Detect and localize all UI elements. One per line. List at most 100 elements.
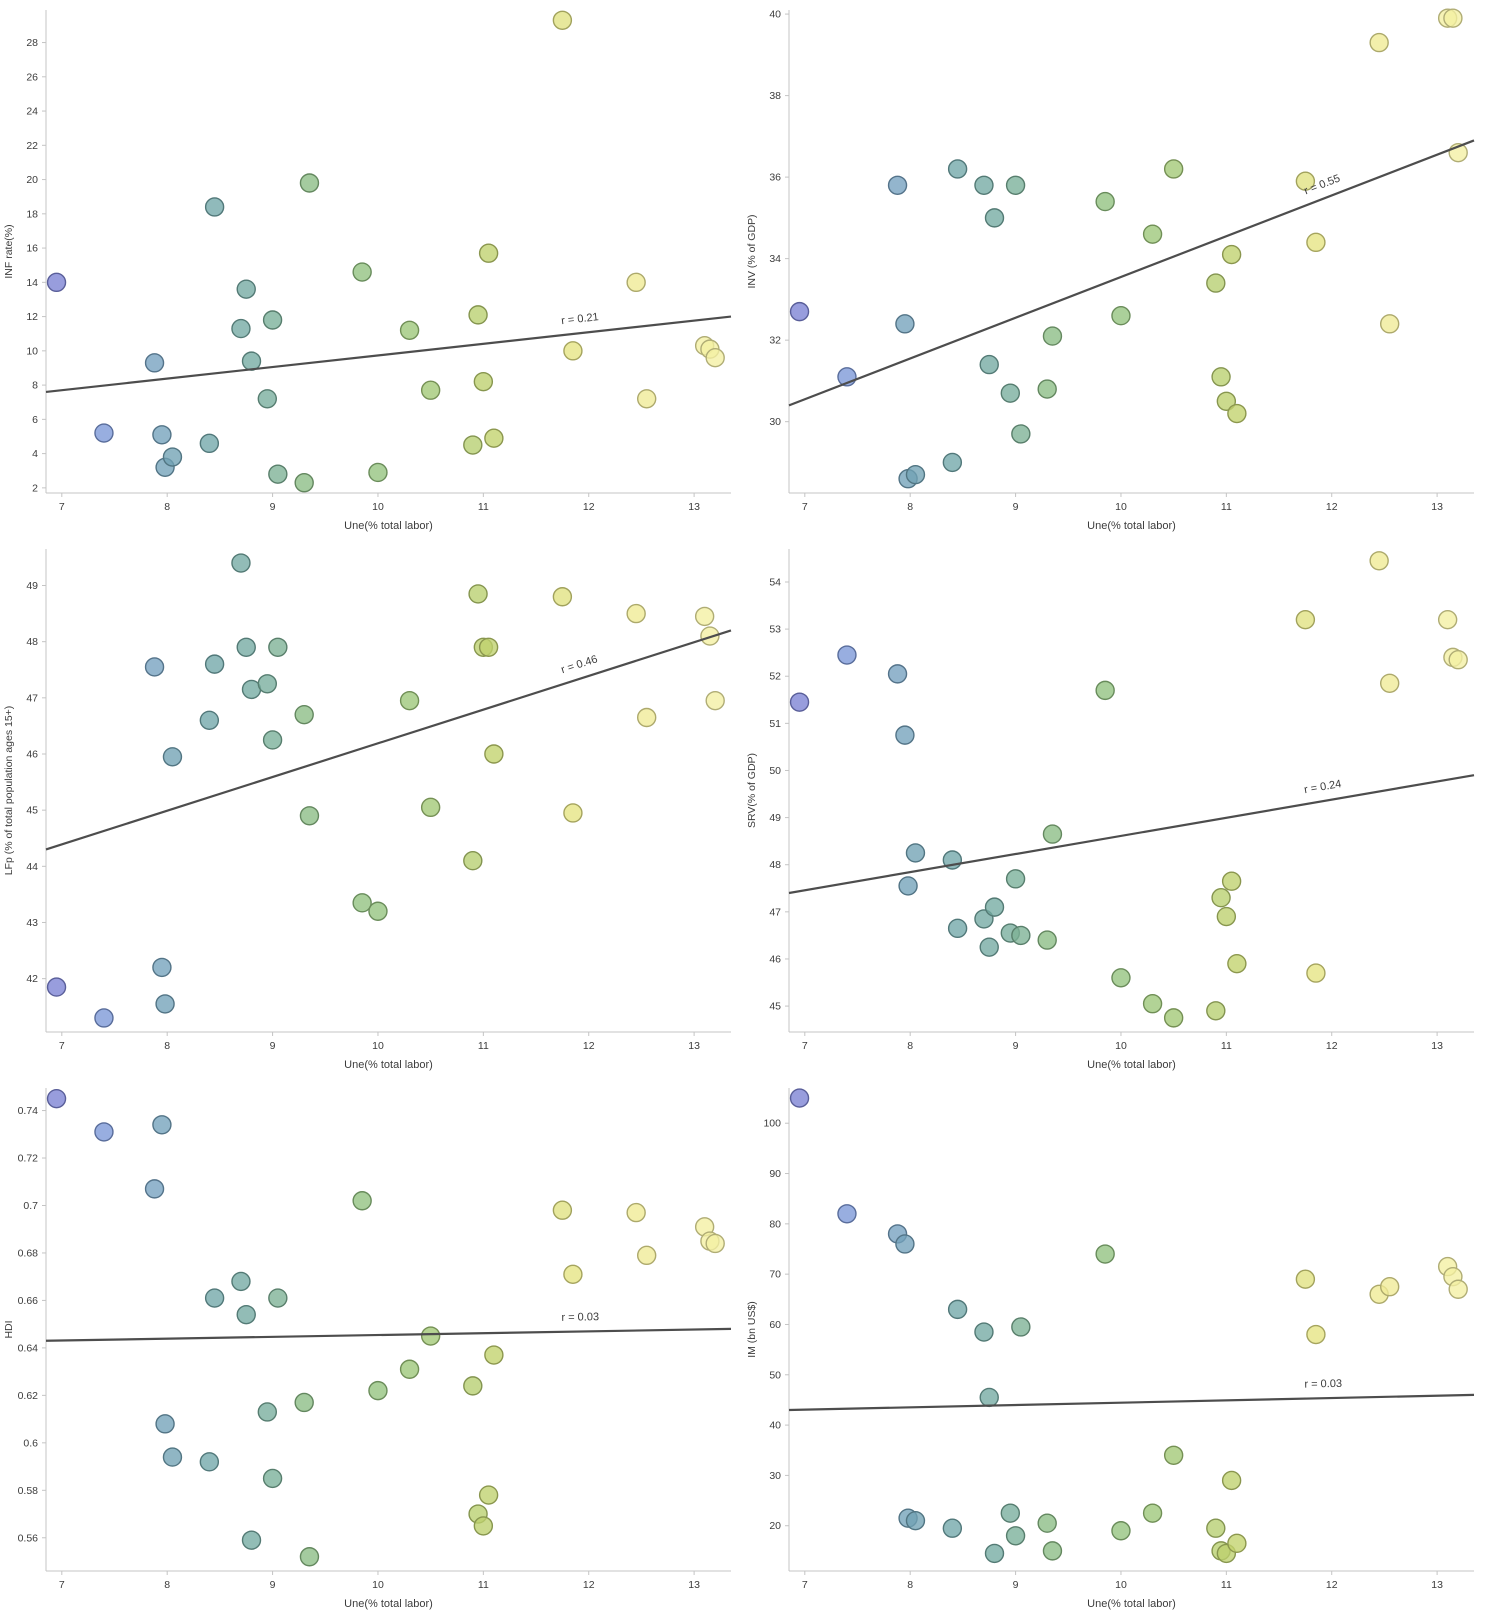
x-tick-label: 13 <box>688 1040 700 1052</box>
y-tick-label: 70 <box>769 1269 781 1281</box>
x-tick-label: 11 <box>478 501 489 513</box>
y-tick-label: 47 <box>26 692 38 704</box>
trend-line <box>788 139 1475 407</box>
chart-inv-vs-une: 30 32 34 36 38 40 7 8 9 10 11 12 13 Une(% total labor… <box>743 0 1486 539</box>
y-tick-label: 46 <box>26 748 38 760</box>
y-tick-label: 100 <box>763 1118 781 1130</box>
y-tick-label: 46 <box>769 953 781 965</box>
scatter-point <box>837 1204 857 1224</box>
y-tick-label: 0.64 <box>18 1342 39 1354</box>
y-tick-label: 22 <box>26 140 38 152</box>
scatter-point <box>94 1008 114 1028</box>
scatter-point <box>626 1202 646 1223</box>
scatter-point <box>905 1510 926 1531</box>
y-tick-label: 0.62 <box>18 1390 39 1402</box>
trend-line <box>45 315 732 394</box>
scatter-point <box>1437 609 1458 630</box>
scatter-point <box>1042 326 1063 346</box>
scatter-point <box>1000 383 1021 403</box>
correlation-label: r = 0.46 <box>560 653 599 676</box>
scatter-point <box>262 310 283 330</box>
x-tick-label: 7 <box>802 501 808 513</box>
y-tick-label: 34 <box>769 253 781 265</box>
y-tick-label: 26 <box>26 71 38 83</box>
scatter-point <box>420 1326 441 1346</box>
scatter-point <box>789 692 810 712</box>
scatter-point <box>1211 888 1231 908</box>
scatter-point <box>399 320 420 340</box>
x-tick-label: 11 <box>478 1579 489 1591</box>
scatter-point <box>984 1543 1005 1564</box>
scatter-point <box>947 1299 968 1320</box>
y-tick-label: 50 <box>769 765 781 777</box>
scatter-point <box>1306 963 1326 983</box>
y-tick-label: 47 <box>769 906 781 918</box>
scatter-point <box>895 314 915 334</box>
y-tick-label: 42 <box>26 973 38 985</box>
x-axis-label: Une(% total labor) <box>344 520 433 532</box>
scatter-point <box>563 1264 583 1285</box>
scatter-point <box>1211 367 1231 387</box>
x-tick-label: 9 <box>270 501 276 513</box>
y-tick-label: 48 <box>26 636 38 648</box>
y-tick-label: 0.56 <box>18 1532 39 1544</box>
x-tick-label: 8 <box>907 501 913 513</box>
scatter-point <box>1111 968 1131 988</box>
scatter-point <box>1005 175 1026 195</box>
scatter-point <box>947 918 968 939</box>
scatter-point <box>1011 1317 1031 1337</box>
x-tick-label: 8 <box>164 1579 170 1591</box>
x-tick-label: 12 <box>583 1040 595 1052</box>
scatter-point <box>942 1518 963 1538</box>
scatter-point <box>942 452 963 473</box>
scatter-point <box>199 433 220 454</box>
chart-inv-canvas: 30 32 34 36 38 40 7 8 9 10 11 12 13 Une(% total labor… <box>746 8 1475 532</box>
x-tick-label: 9 <box>270 1579 276 1591</box>
scatter-point <box>268 464 288 484</box>
scatter-point <box>257 389 278 409</box>
scatter-point <box>1448 650 1468 670</box>
y-tick-label: 49 <box>26 580 38 592</box>
y-tick-label: 52 <box>769 671 781 683</box>
scatter-point <box>1042 824 1063 844</box>
scatter-point <box>155 1414 175 1434</box>
scatter-point <box>887 175 908 195</box>
scatter-point <box>1163 159 1184 179</box>
y-tick-label: 24 <box>26 106 38 118</box>
scatter-point <box>1037 930 1057 950</box>
y-tick-label: 50 <box>769 1369 781 1381</box>
x-tick-label: 11 <box>1221 501 1232 513</box>
scatter-point <box>204 1288 225 1308</box>
scatter-point <box>979 1387 999 1408</box>
y-tick-label: 30 <box>769 416 781 428</box>
scatter-point <box>984 897 1005 917</box>
y-axis-label: LFp (% of total population ages 15+) <box>3 706 15 876</box>
correlation-label: r = 0.03 <box>561 1311 599 1324</box>
scatter-point <box>144 353 165 373</box>
scatter-point <box>1227 1533 1247 1554</box>
scatter-point <box>1005 869 1026 889</box>
scatter-point <box>563 803 583 823</box>
scatter-point <box>1142 994 1163 1014</box>
scatter-point <box>294 1392 314 1413</box>
scatter-point <box>294 704 314 725</box>
x-tick-label: 13 <box>688 501 700 513</box>
scatter-point <box>262 730 283 750</box>
x-axis-label: Une(% total labor) <box>344 1598 433 1610</box>
scatter-point <box>463 851 483 871</box>
x-tick-label: 12 <box>1326 1040 1338 1052</box>
scatter-point <box>257 674 278 694</box>
y-tick-label: 38 <box>769 90 781 102</box>
scatter-point <box>979 354 999 375</box>
scatter-point <box>705 347 725 368</box>
scatter-point <box>947 159 968 179</box>
scatter-point <box>1221 871 1242 891</box>
scatter-point <box>789 1088 810 1108</box>
scatter-point <box>1142 1503 1163 1523</box>
scatter-point <box>984 208 1005 228</box>
scatter-point <box>231 1271 251 1292</box>
y-tick-label: 43 <box>26 917 38 929</box>
scatter-point <box>484 744 504 764</box>
